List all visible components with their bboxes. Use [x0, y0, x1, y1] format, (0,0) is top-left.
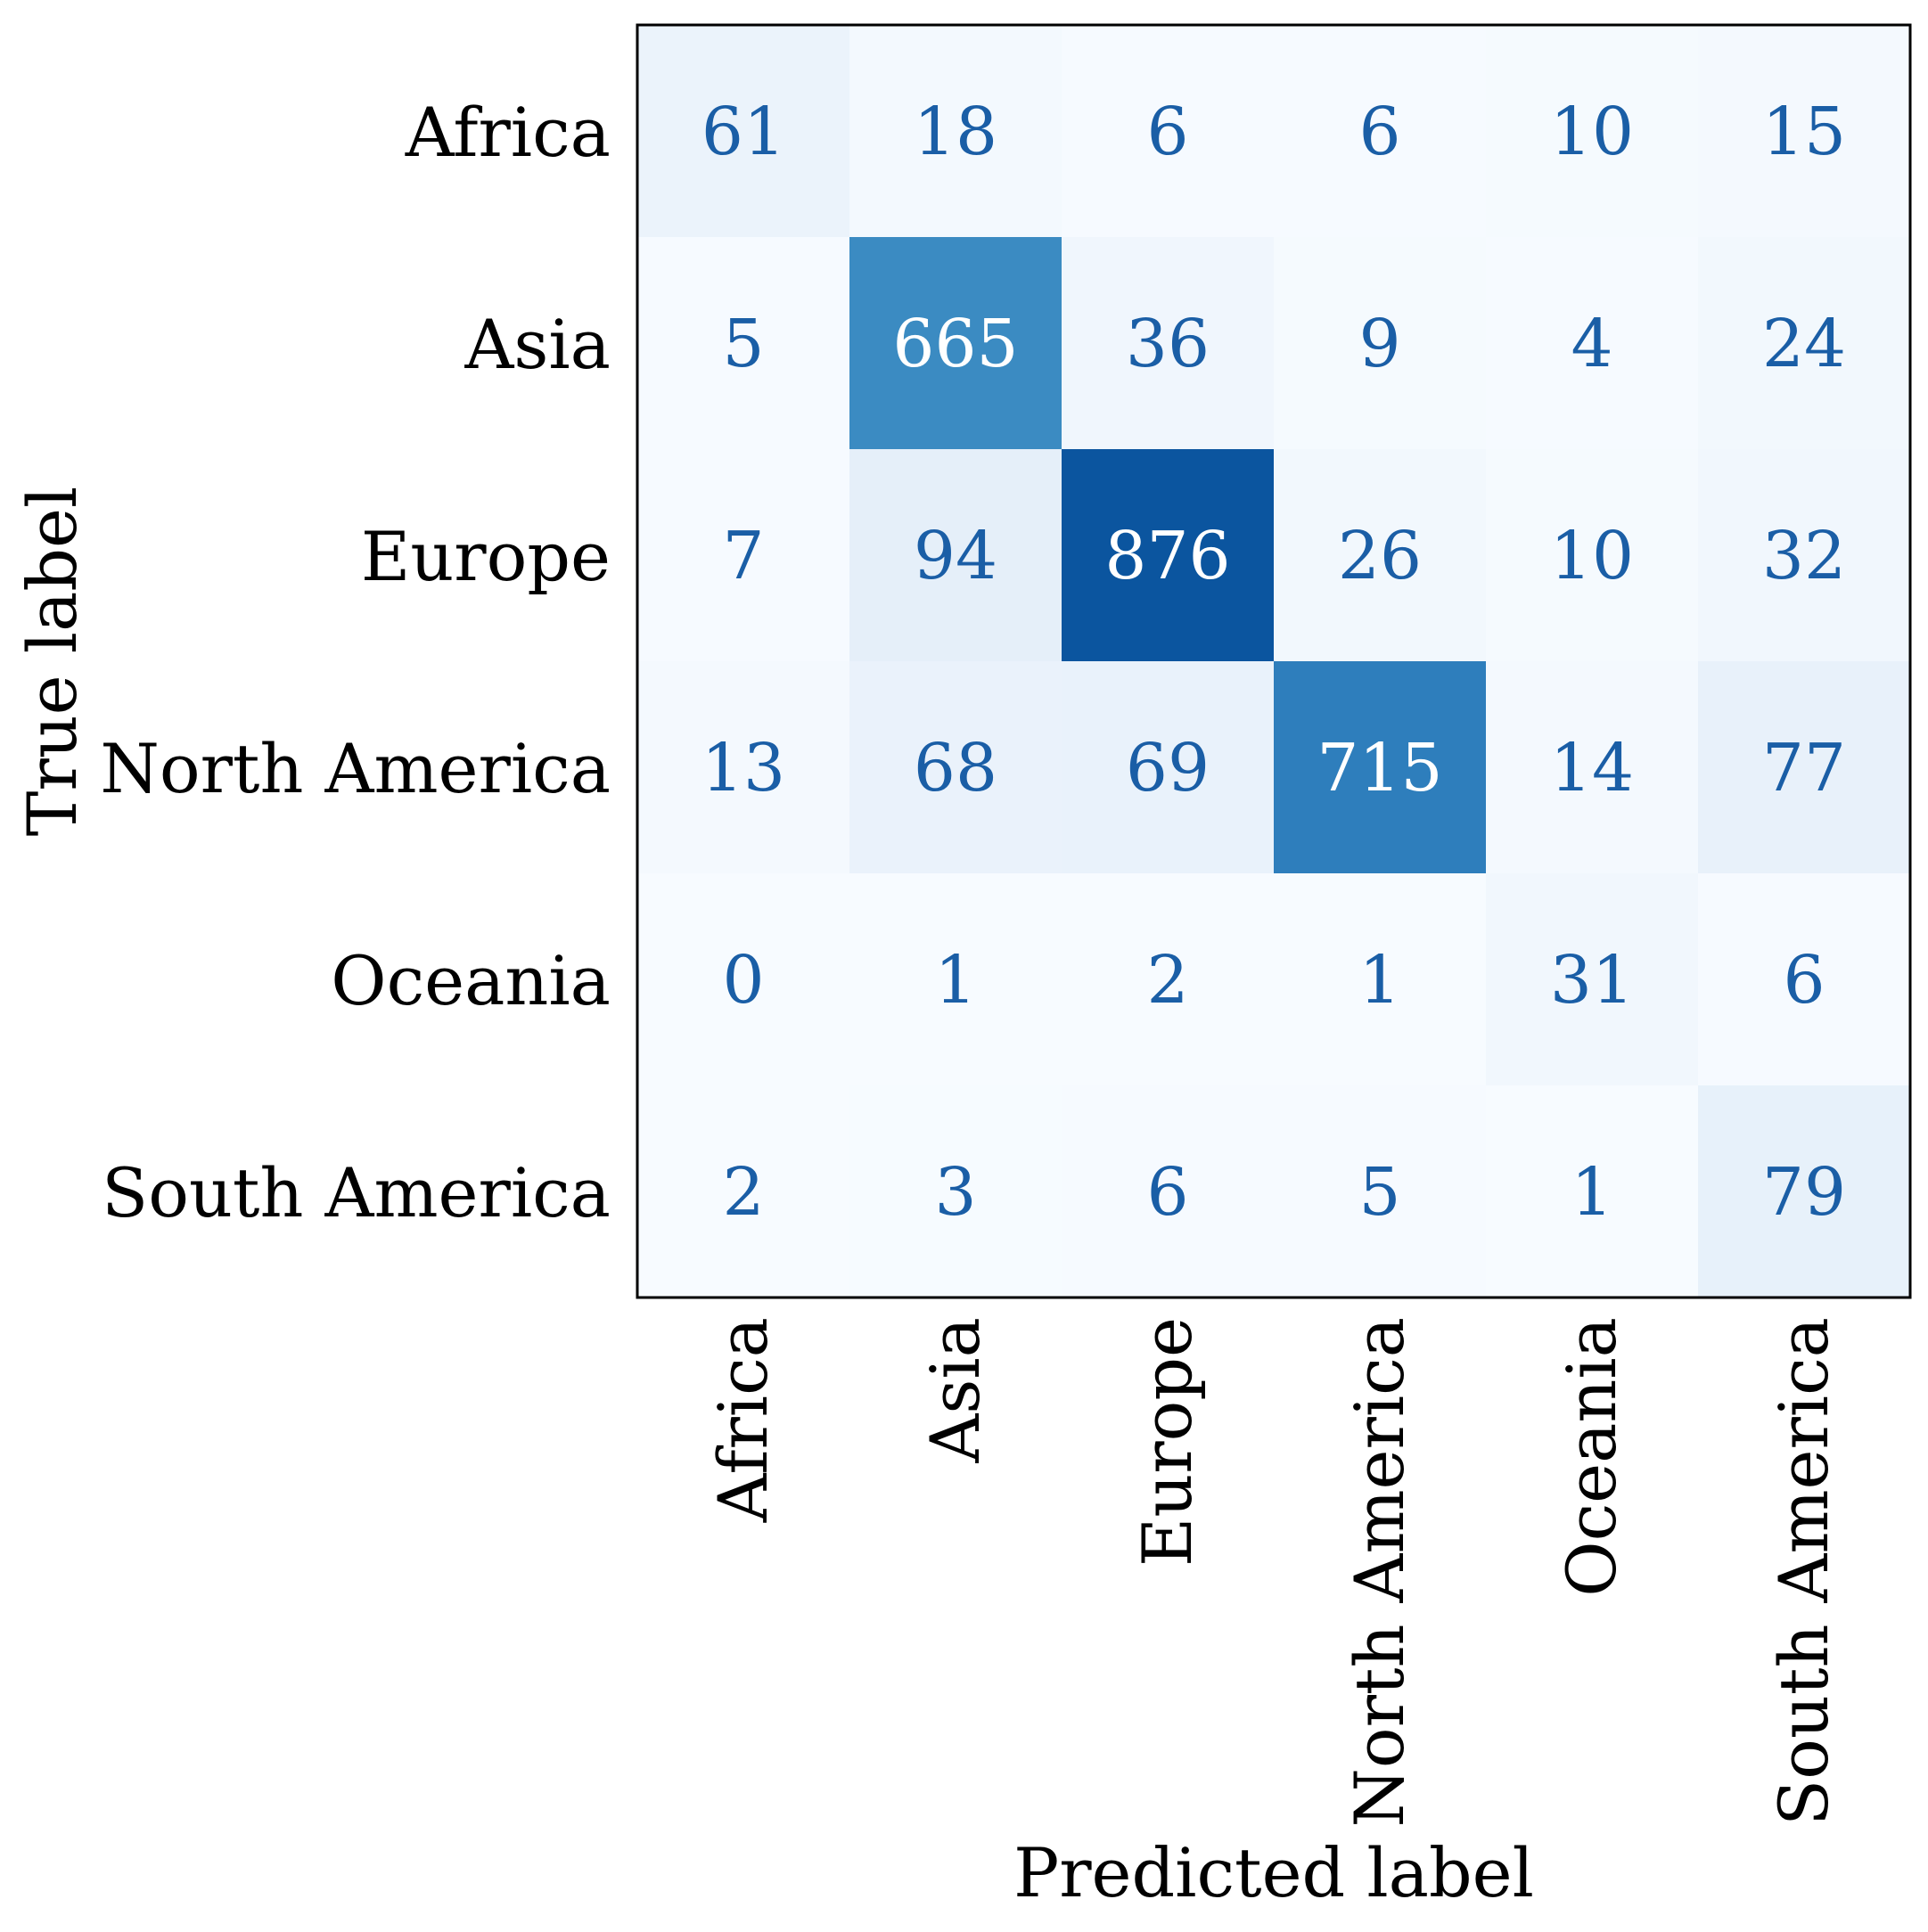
x-tick-label: North America	[1340, 1317, 1419, 1828]
heatmap-cell	[1698, 237, 1911, 450]
x-axis-label: Predicted label	[1013, 1833, 1534, 1912]
heatmap-cell	[1062, 661, 1275, 874]
cell-value-label: 94	[914, 518, 997, 594]
heatmap-cell	[1274, 873, 1487, 1086]
x-tick-label: Africa	[703, 1317, 783, 1523]
heatmap-cell	[637, 237, 850, 450]
heatmap-cell	[1062, 25, 1275, 238]
heatmap-cell	[1274, 237, 1487, 450]
cell-value-label: 77	[1762, 730, 1846, 806]
heatmap-cell	[637, 449, 850, 662]
heatmap-cell	[1062, 449, 1275, 662]
heatmap-cell	[1274, 449, 1487, 662]
heatmap-cell	[849, 1085, 1062, 1298]
cell-value-label: 6	[1146, 1154, 1188, 1231]
heatmap-cell	[1486, 449, 1699, 662]
cell-value-label: 0	[722, 942, 764, 1019]
heatmap-cells	[637, 25, 1911, 1298]
heatmap-cell	[849, 873, 1062, 1086]
y-tick-label: Asia	[464, 305, 611, 384]
cell-value-label: 13	[701, 730, 785, 806]
heatmap-cell	[637, 1085, 850, 1298]
heatmap-cell	[1062, 1085, 1275, 1298]
heatmap-cell	[1698, 661, 1911, 874]
heatmap-cell	[1062, 873, 1275, 1086]
cell-value-label: 10	[1550, 94, 1634, 170]
cell-value-label: 18	[914, 94, 997, 170]
heatmap-cell	[1486, 237, 1699, 450]
heatmap-cell	[1274, 661, 1487, 874]
cell-value-label: 6	[1783, 942, 1825, 1019]
y-tick-labels: Africa Asia Europe North America Oceania Sout…	[100, 93, 611, 1232]
cell-value-label: 32	[1762, 518, 1846, 594]
heatmap-cell	[637, 873, 850, 1086]
cell-value-label: 31	[1550, 942, 1634, 1019]
heatmap-cell	[637, 661, 850, 874]
x-tick-label: Europe	[1128, 1317, 1207, 1567]
cell-value-label: 9	[1358, 306, 1400, 382]
cell-value-label: 1	[1358, 942, 1400, 1019]
heatmap-cell	[1698, 25, 1911, 238]
cell-value-label: 10	[1550, 518, 1634, 594]
heatmap-cell	[849, 661, 1062, 874]
cell-value-label: 5	[1358, 1154, 1400, 1231]
cell-value-label: 68	[914, 730, 997, 806]
cell-value-label: 6	[1358, 94, 1400, 170]
cell-value-label: 4	[1571, 306, 1612, 382]
cell-value-label: 3	[934, 1154, 976, 1231]
cell-value-label: 15	[1762, 94, 1846, 170]
cell-value-label: 2	[722, 1154, 764, 1231]
cell-value-label: 26	[1338, 518, 1422, 594]
heatmap-cell	[1698, 1085, 1911, 1298]
cell-value-label: 2	[1146, 942, 1188, 1019]
x-tick-label: Oceania	[1552, 1317, 1631, 1597]
cell-value-label: 7	[722, 518, 764, 594]
cell-value-label: 876	[1104, 518, 1230, 594]
y-axis-label: True label	[12, 487, 92, 837]
cell-value-label: 79	[1762, 1154, 1846, 1231]
heatmap-cell	[1698, 449, 1911, 662]
cell-value-label: 6	[1146, 94, 1188, 170]
x-tick-label: South America	[1764, 1317, 1843, 1826]
heatmap-cell	[1274, 25, 1487, 238]
cell-value-label: 61	[701, 94, 785, 170]
cell-value-label: 5	[722, 306, 764, 382]
cell-value-label: 14	[1550, 730, 1634, 806]
heatmap-cell	[1486, 1085, 1699, 1298]
heatmap-cell	[1274, 1085, 1487, 1298]
y-tick-label: South America	[102, 1153, 611, 1232]
heatmap-cell	[1486, 25, 1699, 238]
heatmap-cell	[1486, 873, 1699, 1086]
heatmap-cell	[1698, 873, 1911, 1086]
y-tick-label: Oceania	[331, 941, 611, 1020]
cell-value-label: 1	[934, 942, 976, 1019]
cell-value-label: 715	[1317, 730, 1442, 806]
plot-frame	[636, 23, 1912, 1299]
heatmap-cell	[849, 449, 1062, 662]
heatmap-cell	[1062, 237, 1275, 450]
cell-value-label: 36	[1126, 306, 1210, 382]
heatmap-cell	[849, 237, 1062, 450]
heatmap-cell	[637, 25, 850, 238]
cell-value-label: 1	[1571, 1154, 1612, 1231]
cell-value-label: 24	[1762, 306, 1846, 382]
heatmap-cell	[849, 25, 1062, 238]
y-tick-label: North America	[100, 729, 611, 808]
cell-value-label: 69	[1126, 730, 1210, 806]
x-tick-label: Asia	[915, 1317, 995, 1464]
x-tick-labels: Africa Asia Europe North America Oceania Sout…	[703, 1317, 1843, 1828]
heatmap-cell	[1486, 661, 1699, 874]
cell-value-label: 665	[892, 306, 1018, 382]
y-tick-label: Europe	[361, 517, 611, 596]
y-tick-label: Africa	[405, 93, 611, 172]
